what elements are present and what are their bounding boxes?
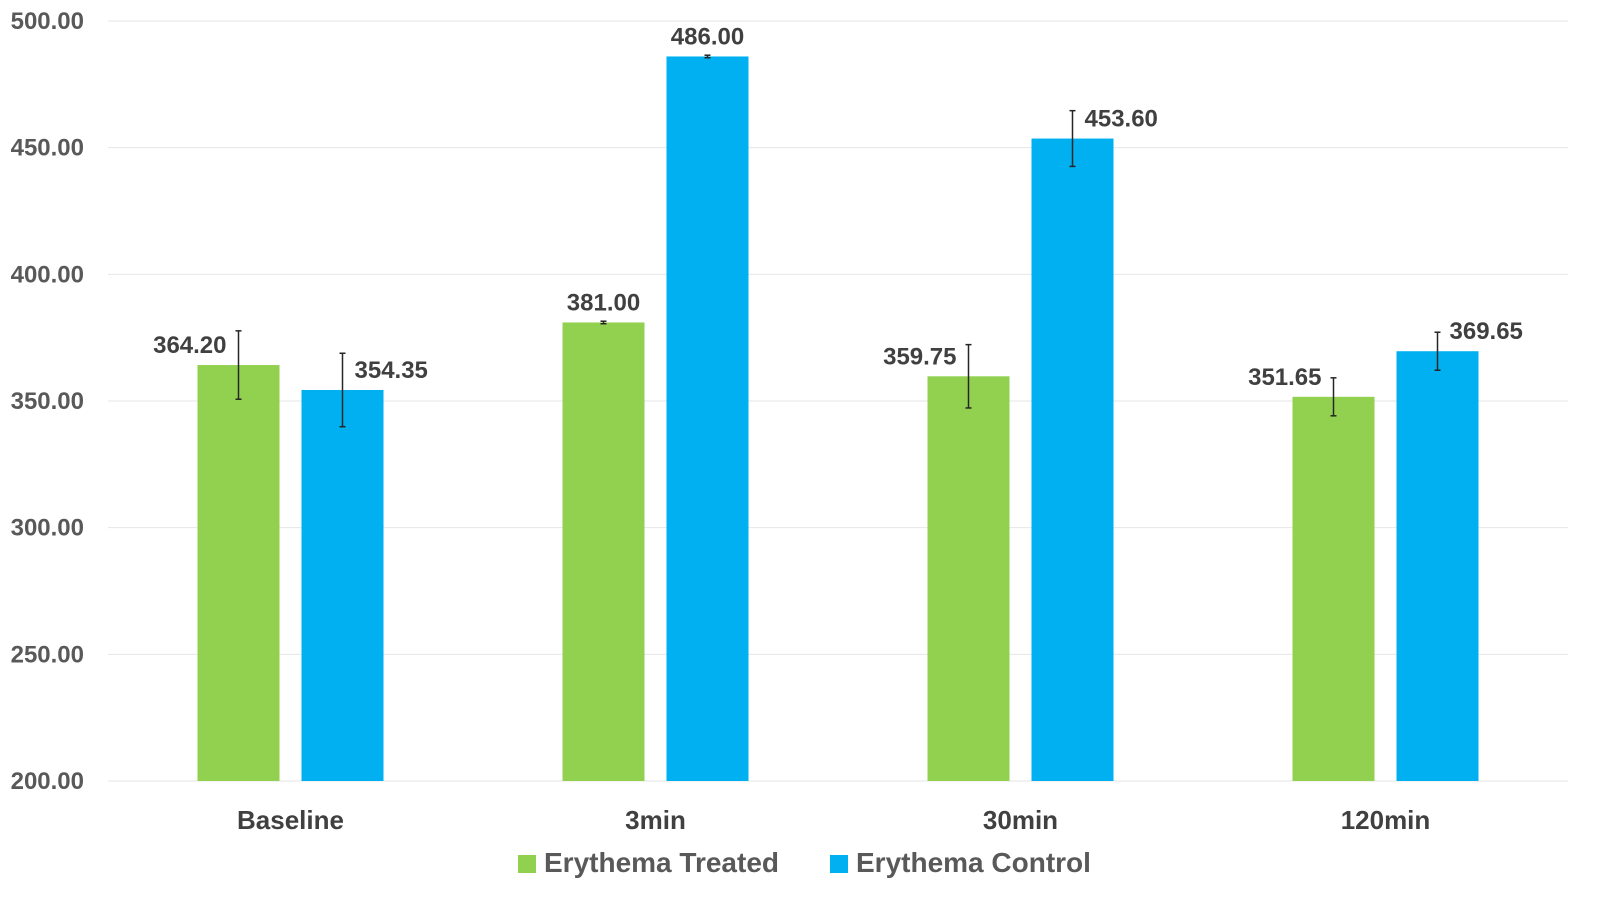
data-label: 369.65	[1450, 318, 1523, 345]
data-label: 359.75	[883, 343, 956, 370]
data-labels: 364.20 354.35 381.00 486.00 359.75 453.60 351.…	[153, 23, 1523, 390]
y-tick-label: 200.00	[11, 768, 84, 795]
bar-3min-erythema-control	[666, 56, 749, 781]
data-label: 381.00	[567, 289, 640, 316]
x-axis-category-labels: Baseline 3min 30min 120min	[237, 805, 1430, 835]
data-label: 453.60	[1085, 106, 1158, 133]
y-tick-label: 400.00	[11, 261, 84, 288]
error-bars	[235, 54, 1441, 428]
bar-baseline-erythema-treated	[197, 365, 280, 781]
x-category-label: 3min	[625, 805, 686, 835]
x-category-label: 120min	[1341, 805, 1431, 835]
bar-120min-erythema-control	[1396, 351, 1479, 781]
bar-30min-erythema-control	[1031, 138, 1114, 782]
legend-swatch	[830, 855, 848, 873]
y-tick-label: 250.00	[11, 641, 84, 668]
bar-30min-erythema-treated	[927, 376, 1010, 781]
bars	[197, 56, 1479, 782]
data-label: 364.20	[153, 332, 226, 359]
bar-3min-erythema-treated	[562, 322, 645, 781]
y-axis-tick-labels: 200.00 250.00 300.00 350.00 400.00 450.00 500.…	[11, 8, 84, 795]
bar-120min-erythema-treated	[1292, 396, 1375, 781]
legend-label: Erythema Treated	[544, 847, 779, 878]
y-tick-label: 300.00	[11, 515, 84, 542]
x-category-label: 30min	[983, 805, 1058, 835]
data-label: 351.65	[1248, 364, 1321, 391]
bar-baseline-erythema-control	[301, 389, 384, 781]
y-tick-label: 350.00	[11, 388, 84, 415]
data-label: 354.35	[355, 357, 428, 384]
data-label: 486.00	[671, 23, 744, 50]
legend: Erythema Treated Erythema Control	[518, 847, 1091, 878]
legend-swatch	[518, 855, 536, 873]
legend-label: Erythema Control	[856, 847, 1091, 878]
x-category-label: Baseline	[237, 805, 344, 835]
y-tick-label: 500.00	[11, 8, 84, 35]
y-tick-label: 450.00	[11, 135, 84, 162]
